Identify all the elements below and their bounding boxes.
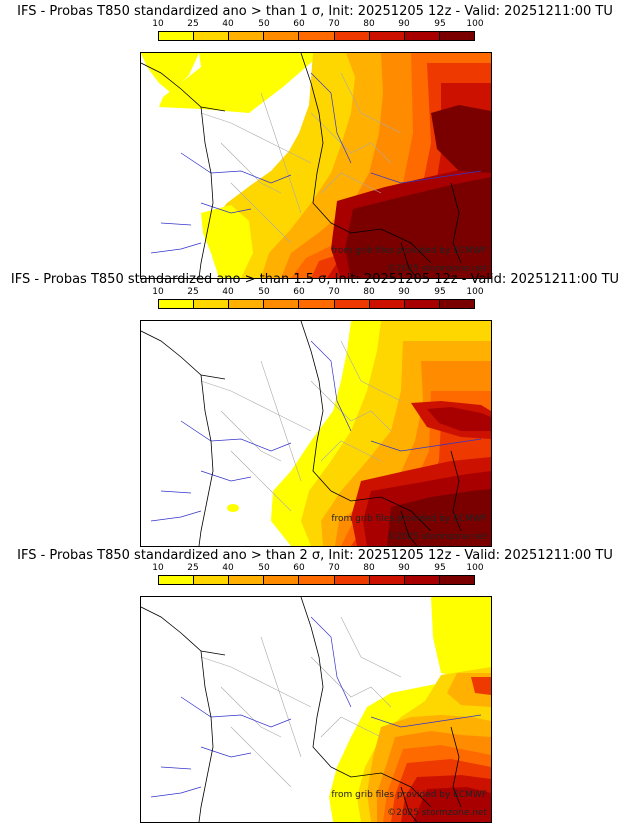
coastlines bbox=[141, 321, 462, 546]
colorbar-tick: 90 bbox=[398, 563, 410, 573]
probability-map: from grib files provided by ECMWF ©2025 … bbox=[140, 52, 492, 279]
colorbar: 10 25 40 50 60 70 80 90 95 100 bbox=[140, 19, 490, 48]
colorbar-tick: 80 bbox=[363, 19, 375, 29]
colorbar-tick: 70 bbox=[328, 563, 340, 573]
colorbar: 10 25 40 50 60 70 80 90 95 100 bbox=[140, 287, 490, 316]
colorbar-swatch bbox=[194, 576, 230, 584]
colorbar-ticks: 10 25 40 50 60 70 80 90 95 100 bbox=[140, 19, 490, 30]
colorbar-tick: 10 bbox=[152, 563, 164, 573]
panel-title: IFS - Probas T850 standardized ano > tha… bbox=[17, 4, 613, 19]
colorbar-swatch bbox=[334, 300, 370, 308]
probability-field bbox=[329, 597, 491, 822]
colorbar-swatch bbox=[264, 300, 300, 308]
colorbar-tick: 50 bbox=[258, 19, 270, 29]
colorbar-tick: 25 bbox=[187, 287, 199, 297]
colorbar-swatch bbox=[194, 32, 230, 40]
colorbar-swatch bbox=[404, 32, 440, 40]
colorbar-swatch bbox=[369, 32, 405, 40]
admin-borders bbox=[200, 340, 402, 512]
colorbar: 10 25 40 50 60 70 80 90 95 100 bbox=[140, 563, 490, 592]
colorbar-tick: 10 bbox=[152, 287, 164, 297]
colorbar-tick: 60 bbox=[293, 563, 305, 573]
colorbar-swatch bbox=[229, 32, 265, 40]
colorbar-swatch bbox=[264, 576, 300, 584]
copyright-credit: ©2025 stormzone.net bbox=[387, 264, 487, 274]
rivers bbox=[150, 616, 482, 798]
colorbar-swatch bbox=[159, 32, 195, 40]
colorbar-swatch bbox=[194, 300, 230, 308]
colorbar-swatch bbox=[334, 32, 370, 40]
colorbar-swatch bbox=[404, 300, 440, 308]
colorbar-tick: 80 bbox=[363, 563, 375, 573]
colorbar-swatches bbox=[158, 31, 475, 41]
admin-borders bbox=[200, 72, 402, 244]
colorbar-tick: 50 bbox=[258, 287, 270, 297]
panel-title: IFS - Probas T850 standardized ano > tha… bbox=[17, 548, 613, 563]
colorbar-tick: 90 bbox=[398, 287, 410, 297]
colorbar-tick: 70 bbox=[328, 19, 340, 29]
colorbar-swatch bbox=[299, 32, 335, 40]
colorbar-tick: 60 bbox=[293, 287, 305, 297]
colorbar-swatch bbox=[159, 576, 195, 584]
colorbar-tick: 50 bbox=[258, 563, 270, 573]
colorbar-swatch bbox=[334, 576, 370, 584]
colorbar-swatch bbox=[439, 32, 474, 40]
colorbar-swatches bbox=[158, 575, 475, 585]
probability-map: from grib files provided by ECMWF ©2025 … bbox=[140, 596, 492, 823]
colorbar-tick: 40 bbox=[222, 563, 234, 573]
colorbar-swatch bbox=[369, 576, 405, 584]
probability-field bbox=[141, 53, 491, 278]
colorbar-ticks: 10 25 40 50 60 70 80 90 95 100 bbox=[140, 563, 490, 574]
colorbar-tick: 100 bbox=[466, 19, 484, 29]
colorbar-swatch bbox=[229, 300, 265, 308]
colorbar-tick: 80 bbox=[363, 287, 375, 297]
colorbar-tick: 90 bbox=[398, 19, 410, 29]
colorbar-swatch bbox=[299, 300, 335, 308]
colorbar-tick: 95 bbox=[434, 19, 446, 29]
data-source-credit: from grib files provided by ECMWF bbox=[331, 790, 487, 800]
colorbar-swatches bbox=[158, 299, 475, 309]
colorbar-swatch bbox=[439, 576, 474, 584]
probability-field bbox=[227, 321, 491, 546]
colorbar-tick: 60 bbox=[293, 19, 305, 29]
map-panel-2-sigma: IFS - Probas T850 standardized ano > tha… bbox=[0, 548, 630, 824]
colorbar-tick: 10 bbox=[152, 19, 164, 29]
colorbar-tick: 25 bbox=[187, 19, 199, 29]
colorbar-swatch bbox=[439, 300, 474, 308]
coastlines bbox=[141, 53, 462, 278]
coastlines bbox=[141, 597, 462, 822]
map-graphic bbox=[141, 321, 491, 546]
panel-title: IFS - Probas T850 standardized ano > tha… bbox=[10, 272, 620, 287]
map-panel-1-sigma: IFS - Probas T850 standardized ano > tha… bbox=[0, 4, 630, 280]
colorbar-tick: 95 bbox=[434, 287, 446, 297]
map-graphic bbox=[141, 597, 491, 822]
colorbar-tick: 70 bbox=[328, 287, 340, 297]
colorbar-tick: 100 bbox=[466, 563, 484, 573]
colorbar-swatch bbox=[229, 576, 265, 584]
colorbar-swatch bbox=[369, 300, 405, 308]
data-source-credit: from grib files provided by ECMWF bbox=[331, 246, 487, 256]
colorbar-tick: 40 bbox=[222, 287, 234, 297]
copyright-credit: ©2025 stormzone.net bbox=[387, 808, 487, 818]
colorbar-swatch bbox=[404, 576, 440, 584]
map-graphic bbox=[141, 53, 491, 278]
colorbar-tick: 95 bbox=[434, 563, 446, 573]
map-panel-1-5-sigma: IFS - Probas T850 standardized ano > tha… bbox=[0, 272, 630, 548]
copyright-credit: ©2025 stormzone.net bbox=[387, 532, 487, 542]
colorbar-swatch bbox=[264, 32, 300, 40]
colorbar-tick: 25 bbox=[187, 563, 199, 573]
probability-map: from grib files provided by ECMWF ©2025 … bbox=[140, 320, 492, 547]
colorbar-tick: 100 bbox=[466, 287, 484, 297]
colorbar-swatch bbox=[299, 576, 335, 584]
rivers bbox=[150, 72, 482, 254]
admin-borders bbox=[200, 616, 402, 788]
colorbar-swatch bbox=[159, 300, 195, 308]
data-source-credit: from grib files provided by ECMWF bbox=[331, 514, 487, 524]
colorbar-ticks: 10 25 40 50 60 70 80 90 95 100 bbox=[140, 287, 490, 298]
colorbar-tick: 40 bbox=[222, 19, 234, 29]
rivers bbox=[150, 340, 482, 522]
